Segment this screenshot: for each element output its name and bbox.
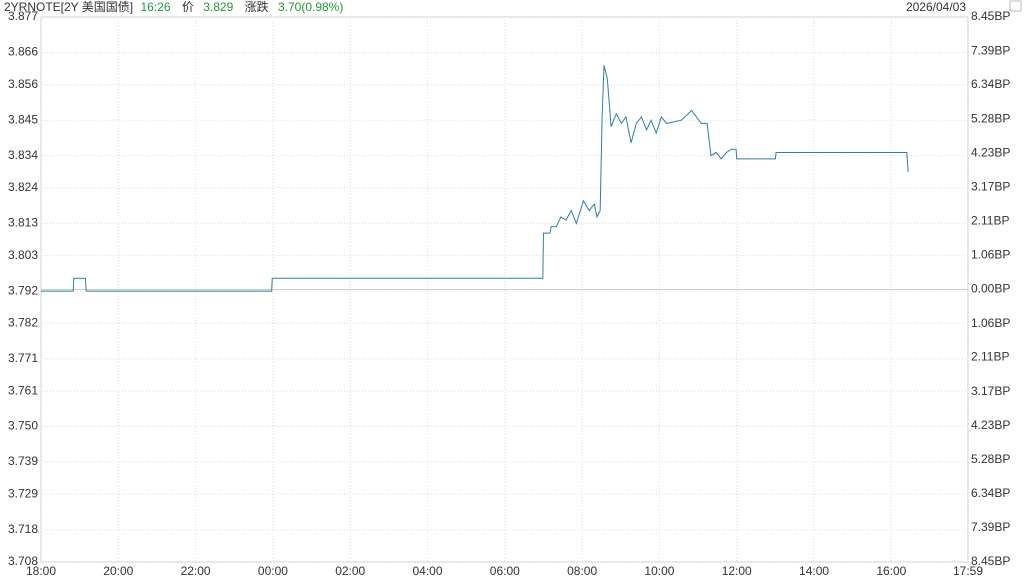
date: 2026/04/03: [906, 0, 966, 14]
change: 3.70(0.98%): [278, 0, 343, 14]
x-tick-label: 16:00: [876, 564, 906, 578]
x-tick-label: 12:00: [722, 564, 752, 578]
price-line: [41, 65, 909, 292]
y-tick-label: 3.782: [8, 316, 38, 330]
y-tick-label: 3.729: [8, 486, 38, 500]
price: 3.829: [203, 0, 233, 14]
x-tick-label: 14:00: [799, 564, 829, 578]
x-tick-label: 18:00: [26, 564, 56, 578]
y-tick-label: 3.845: [8, 112, 38, 126]
y-tick-label: 3.718: [8, 522, 38, 536]
y2-tick-label: 6.34BP: [971, 486, 1010, 500]
instrument: 2YRNOTE[2Y 美国国债]: [4, 0, 133, 14]
y2-tick-label: 5.28BP: [971, 111, 1010, 125]
y-tick-label: 3.750: [8, 419, 38, 433]
y-tick-label: 3.877: [8, 9, 38, 23]
y-tick-label: 3.824: [8, 180, 38, 194]
x-tick-label: 20:00: [103, 564, 133, 578]
y2-tick-label: 2.11BP: [971, 214, 1009, 228]
y-tick-label: 3.856: [8, 77, 38, 91]
y2-tick-label: 6.34BP: [971, 77, 1010, 91]
y-tick-label: 3.813: [8, 216, 38, 230]
y-tick-label: 3.739: [8, 454, 38, 468]
x-tick-label: 08:00: [567, 564, 597, 578]
x-tick-label: 06:00: [490, 564, 520, 578]
x-tick-label: 22:00: [181, 564, 211, 578]
x-tick-label: 02:00: [335, 564, 365, 578]
y2-tick-label: 8.45BP: [971, 554, 1010, 568]
y2-tick-label: 0.00BP: [971, 282, 1010, 296]
price-label: 价: [182, 0, 194, 14]
y2-tick-label: 2.11BP: [971, 350, 1009, 364]
header: 2YRNOTE[2Y 美国国债] 16:26 价 3.829 涨跌 3.70(0…: [4, 0, 343, 14]
x-tick-label: 17:59: [953, 564, 983, 578]
x-tick-label: 10:00: [644, 564, 674, 578]
y2-tick-label: 4.23BP: [971, 418, 1010, 432]
y-tick-label: 3.866: [8, 45, 38, 59]
y-tick-label: 3.761: [8, 383, 38, 397]
y-tick-label: 3.803: [8, 248, 38, 262]
y2-tick-label: 1.06BP: [971, 316, 1010, 330]
y2-tick-label: 7.39BP: [971, 43, 1010, 57]
x-tick-label: 00:00: [258, 564, 288, 578]
y2-tick-label: 5.28BP: [971, 452, 1010, 466]
y-tick-label: 3.771: [8, 351, 38, 365]
y2-tick-label: 7.39BP: [971, 520, 1010, 534]
y2-tick-label: 1.06BP: [971, 247, 1010, 261]
y2-tick-label: 3.17BP: [971, 384, 1010, 398]
change-label: 涨跌: [245, 0, 269, 14]
y2-tick-label: 3.17BP: [971, 179, 1010, 193]
y2-tick-label: 8.45BP: [971, 9, 1010, 23]
logo-icon: [1009, 0, 1022, 12]
y-tick-label: 3.792: [8, 283, 38, 297]
y2-tick-label: 4.23BP: [971, 145, 1010, 159]
time: 16:26: [141, 0, 171, 14]
y-tick-label: 3.834: [8, 148, 38, 162]
x-tick-label: 04:00: [413, 564, 443, 578]
y-tick-label: 3.708: [8, 554, 38, 568]
